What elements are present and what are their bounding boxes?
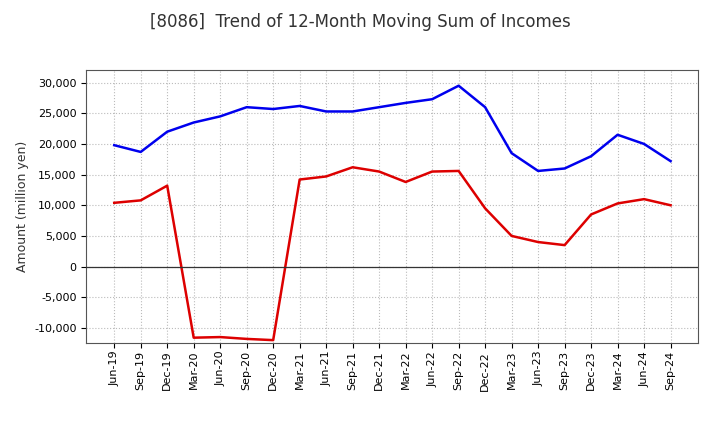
Ordinary Income — [587, 154, 595, 159]
Net Income — [613, 201, 622, 206]
Net Income — [587, 212, 595, 217]
Net Income — [243, 336, 251, 341]
Ordinary Income — [243, 105, 251, 110]
Ordinary Income — [348, 109, 357, 114]
Ordinary Income — [481, 105, 490, 110]
Net Income — [163, 183, 171, 188]
Net Income — [481, 205, 490, 211]
Ordinary Income — [295, 103, 304, 109]
Net Income — [428, 169, 436, 174]
Ordinary Income — [269, 106, 277, 112]
Ordinary Income — [163, 129, 171, 134]
Net Income — [666, 203, 675, 208]
Line: Net Income: Net Income — [114, 167, 670, 340]
Ordinary Income — [110, 143, 119, 148]
Ordinary Income — [613, 132, 622, 137]
Ordinary Income — [508, 150, 516, 156]
Ordinary Income — [375, 105, 384, 110]
Ordinary Income — [189, 120, 198, 125]
Text: [8086]  Trend of 12-Month Moving Sum of Incomes: [8086] Trend of 12-Month Moving Sum of I… — [150, 13, 570, 31]
Net Income — [295, 177, 304, 182]
Net Income — [110, 200, 119, 205]
Net Income — [640, 197, 649, 202]
Net Income — [189, 335, 198, 340]
Net Income — [348, 165, 357, 170]
Net Income — [322, 174, 330, 179]
Ordinary Income — [322, 109, 330, 114]
Ordinary Income — [136, 149, 145, 154]
Net Income — [534, 239, 542, 245]
Net Income — [136, 198, 145, 203]
Ordinary Income — [534, 168, 542, 173]
Net Income — [375, 169, 384, 174]
Ordinary Income — [640, 141, 649, 147]
Y-axis label: Amount (million yen): Amount (million yen) — [16, 141, 29, 272]
Net Income — [269, 337, 277, 343]
Net Income — [508, 233, 516, 238]
Ordinary Income — [560, 166, 569, 171]
Net Income — [216, 334, 225, 340]
Net Income — [401, 180, 410, 185]
Ordinary Income — [454, 83, 463, 88]
Ordinary Income — [216, 114, 225, 119]
Line: Ordinary Income: Ordinary Income — [114, 86, 670, 171]
Net Income — [560, 242, 569, 248]
Ordinary Income — [666, 158, 675, 164]
Ordinary Income — [428, 96, 436, 102]
Ordinary Income — [401, 100, 410, 106]
Net Income — [454, 168, 463, 173]
